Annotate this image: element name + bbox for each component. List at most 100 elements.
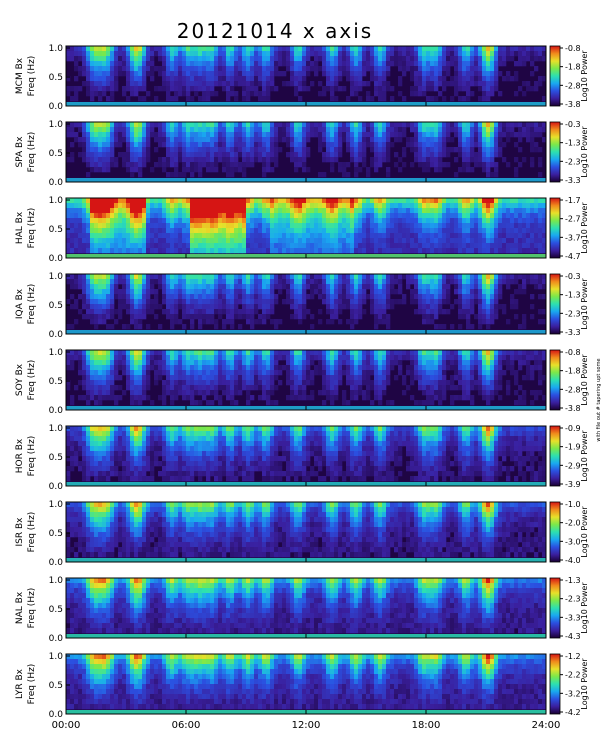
spectrogram-cell xyxy=(374,218,378,223)
spectrogram-cell xyxy=(390,208,394,213)
spectrogram-cell xyxy=(234,127,238,132)
spectrogram-cell xyxy=(134,66,138,71)
spectrogram-cell xyxy=(522,203,526,208)
spectrogram-cell xyxy=(174,152,178,157)
spectrogram-cell xyxy=(462,228,466,233)
spectrogram-cell xyxy=(106,157,110,162)
spectrogram-cell xyxy=(430,309,434,314)
spectrogram-cell xyxy=(490,223,494,228)
spectrogram-cell xyxy=(78,51,82,56)
spectrogram-cell xyxy=(90,91,94,96)
spectrogram-cell xyxy=(198,400,202,405)
spectrogram-cell xyxy=(378,76,382,81)
spectrogram-cell xyxy=(450,147,454,152)
spectrogram-cell xyxy=(374,147,378,152)
spectrogram-cell xyxy=(506,56,510,61)
spectrogram-cell xyxy=(170,71,174,76)
spectrogram-cell xyxy=(274,162,278,167)
spectrogram-cell xyxy=(494,223,498,228)
spectrogram-cell xyxy=(406,51,410,56)
spectrogram-cell xyxy=(398,274,402,279)
spectrogram-cell xyxy=(210,167,214,172)
spectrogram-cell xyxy=(126,76,130,81)
spectrogram-cell xyxy=(186,228,190,233)
spectrogram-cell xyxy=(522,324,526,329)
spectrogram-cell xyxy=(266,157,270,162)
spectrogram-cell xyxy=(206,51,210,56)
spectrogram-cell xyxy=(514,132,518,137)
spectrogram-cell xyxy=(478,299,482,304)
spectrogram-cell xyxy=(206,380,210,385)
spectrogram-cell xyxy=(402,46,406,51)
spectrogram-cell xyxy=(154,208,158,213)
spectrogram-cell xyxy=(166,365,170,370)
spectrogram-cell xyxy=(214,66,218,71)
spectrogram-cell xyxy=(98,208,102,213)
spectrogram-cell xyxy=(454,61,458,66)
spectrogram-cell xyxy=(458,238,462,243)
spectrogram-cell xyxy=(482,66,486,71)
spectrogram-cell xyxy=(506,122,510,127)
spectrogram-cell xyxy=(262,395,266,400)
spectrogram-cell xyxy=(222,228,226,233)
spectrogram-cell xyxy=(290,152,294,157)
spectrogram-cell xyxy=(458,122,462,127)
spectrogram-cell xyxy=(158,233,162,238)
spectrogram-cell xyxy=(190,350,194,355)
spectrogram-cell xyxy=(262,203,266,208)
spectrogram-cell xyxy=(226,157,230,162)
spectrogram-cell xyxy=(406,218,410,223)
spectrogram-cell xyxy=(266,167,270,172)
spectrogram-cell xyxy=(342,61,346,66)
spectrogram-cell xyxy=(98,284,102,289)
spectrogram-cell xyxy=(442,96,446,101)
spectrogram-cell xyxy=(290,248,294,253)
spectrogram-cell xyxy=(150,304,154,309)
spectrogram-cell xyxy=(86,223,90,228)
spectrogram-cell xyxy=(478,147,482,152)
spectrogram-cell xyxy=(446,203,450,208)
spectrogram-cell xyxy=(258,132,262,137)
spectrogram-cell xyxy=(182,385,186,390)
spectrogram-cell xyxy=(290,51,294,56)
spectrogram-cell xyxy=(94,51,98,56)
spectrogram-cell xyxy=(114,274,118,279)
spectrogram-cell xyxy=(350,319,354,324)
spectrogram-cell xyxy=(382,289,386,294)
spectrogram-cell xyxy=(254,76,258,81)
spectrogram-cell xyxy=(94,324,98,329)
spectrogram-cell xyxy=(386,152,390,157)
spectrogram-cell xyxy=(366,203,370,208)
spectrogram-cell xyxy=(78,46,82,51)
spectrogram-cell xyxy=(386,208,390,213)
spectrogram-cell xyxy=(254,91,258,96)
spectrogram-cell xyxy=(142,142,146,147)
spectrogram-cell xyxy=(262,142,266,147)
spectrogram-cell xyxy=(262,294,266,299)
spectrogram-cell xyxy=(362,127,366,132)
spectrogram-cell xyxy=(258,198,262,203)
spectrogram-cell xyxy=(130,152,134,157)
spectrogram-cell xyxy=(366,56,370,61)
spectrogram-cell xyxy=(238,203,242,208)
spectrogram-cell xyxy=(474,46,478,51)
spectrogram-cell xyxy=(110,122,114,127)
spectrogram-cell xyxy=(358,294,362,299)
spectrogram-cell xyxy=(258,51,262,56)
spectrogram-cell xyxy=(306,86,310,91)
spectrogram-cell xyxy=(134,284,138,289)
spectrogram-cell xyxy=(266,213,270,218)
spectrogram-cell xyxy=(510,228,514,233)
spectrogram-cell xyxy=(94,162,98,167)
spectrogram-cell xyxy=(330,96,334,101)
spectrogram-cell xyxy=(230,137,234,142)
spectrogram-cell xyxy=(482,56,486,61)
y-tick-label: 1.0 xyxy=(49,272,64,282)
spectrogram-cell xyxy=(442,127,446,132)
spectrogram-cell xyxy=(218,157,222,162)
spectrogram-cell xyxy=(302,375,306,380)
spectrogram-cell xyxy=(90,198,94,203)
spectrogram-cell xyxy=(262,81,266,86)
spectrogram-cell xyxy=(454,248,458,253)
spectrogram-cell xyxy=(162,309,166,314)
